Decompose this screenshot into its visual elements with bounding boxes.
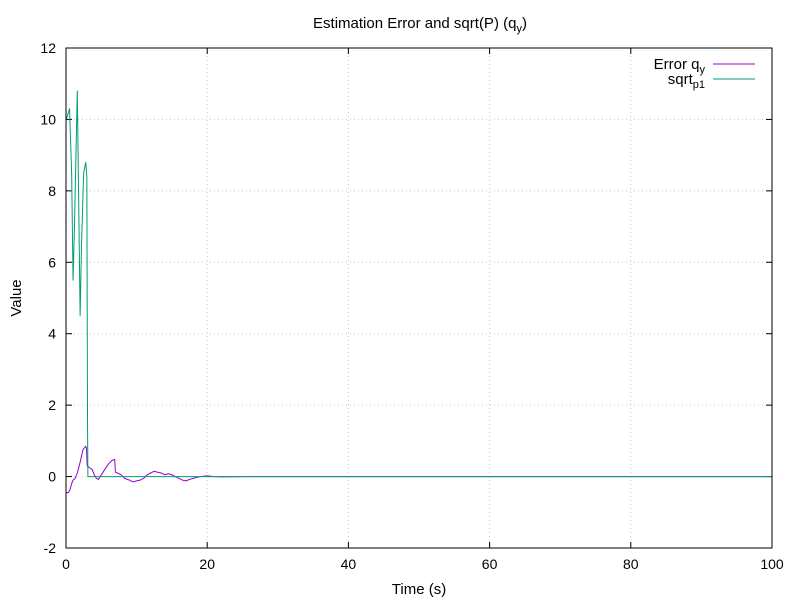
tick-marks: [65, 47, 773, 549]
chart-title-close: ): [522, 15, 527, 32]
plot-frame: [65, 47, 773, 549]
chart-title-main: Estimation Error and sqrt(P) (q: [313, 15, 516, 32]
legend-label-error-sub: y: [700, 64, 706, 76]
x-axis-title: Time (s): [392, 581, 446, 598]
x-tick-label: 0: [62, 556, 70, 572]
series-line-error-qy: [66, 445, 772, 494]
x-tick-label: 80: [623, 556, 639, 572]
x-tick-label: 20: [199, 556, 215, 572]
series-group: [65, 90, 772, 494]
grid: [66, 48, 772, 548]
y-tick-label: 12: [40, 40, 56, 56]
y-tick-label: 8: [48, 183, 56, 199]
x-tick-label: 100: [760, 556, 784, 572]
y-tick-label: 10: [40, 111, 56, 127]
chart-title-sub: y: [516, 23, 522, 35]
legend-label-sqrt-sub: p1: [693, 79, 705, 91]
legend-label-sqrt: sqrtp1: [668, 71, 705, 91]
series-line-sqrt-p1: [65, 90, 772, 478]
legend-label-error-main: Error q: [654, 56, 700, 73]
y-tick-label: 2: [48, 397, 56, 413]
chart-title: Estimation Error and sqrt(P) (qy): [313, 15, 527, 35]
y-tick-label: -2: [44, 540, 57, 556]
tick-labels: 0 20 40 60 80 100 -2 0 2 4 6 8 10 12: [40, 40, 783, 572]
y-tick-label: 0: [48, 469, 56, 485]
x-tick-label: 60: [482, 556, 498, 572]
x-tick-label: 40: [341, 556, 357, 572]
y-tick-label: 6: [48, 254, 56, 270]
y-axis-title: Value: [8, 279, 25, 316]
legend-label-error: Error qy: [654, 56, 706, 76]
legend-label-sqrt-main: sqrt: [668, 71, 694, 88]
legend: Error qy sqrtp1: [654, 56, 755, 91]
y-tick-label: 4: [48, 326, 56, 342]
